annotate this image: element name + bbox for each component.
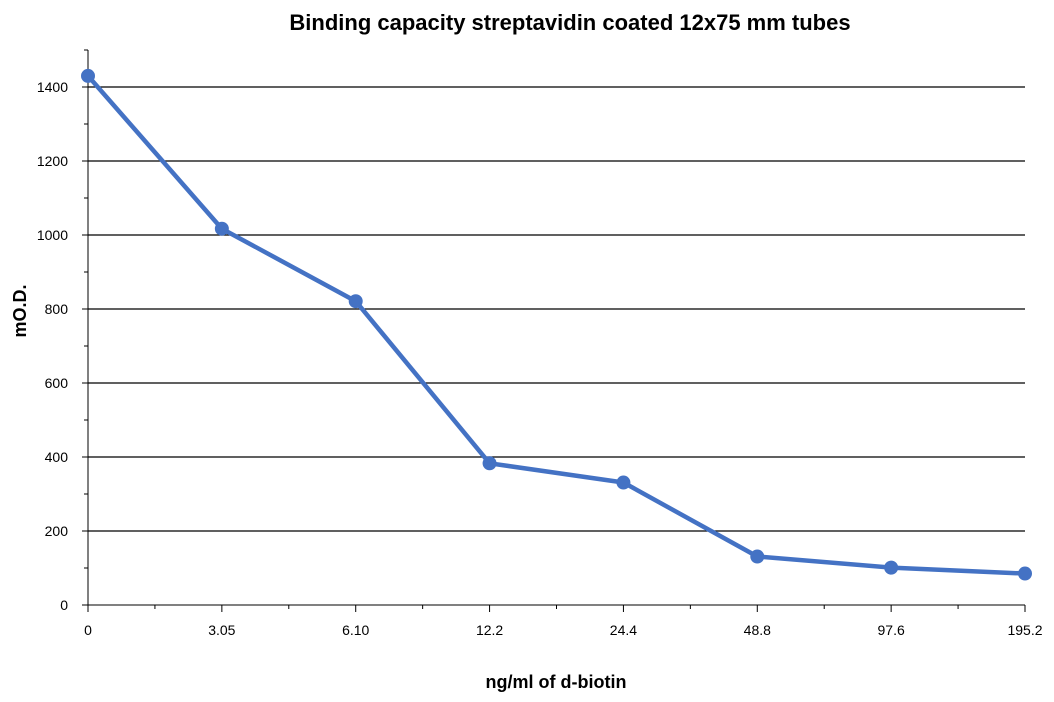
data-point xyxy=(1018,566,1032,581)
y-tick-label: 200 xyxy=(45,523,69,539)
series xyxy=(81,68,1032,581)
data-point xyxy=(348,294,363,309)
x-tick-label: 3.05 xyxy=(208,622,235,638)
x-tick-label: 0 xyxy=(84,622,92,638)
gridlines xyxy=(88,86,1025,532)
data-point xyxy=(482,456,497,471)
y-tick-label: 1000 xyxy=(37,227,68,243)
series-line xyxy=(85,73,1028,576)
y-axis-title: mO.D. xyxy=(10,284,30,337)
y-tick-labels: 0 200 400 600 800 1000 1200 1400 xyxy=(37,79,68,613)
axes xyxy=(82,49,1026,612)
x-tick-labels: 0 3.05 6.10 12.2 24.4 48.8 97.6 195.2 xyxy=(84,622,1043,638)
data-point xyxy=(884,560,899,575)
data-point xyxy=(616,475,631,490)
x-axis-title: ng/ml of d-biotin xyxy=(486,672,627,692)
x-tick-label: 12.2 xyxy=(476,622,503,638)
y-tick-label: 400 xyxy=(45,449,69,465)
data-point xyxy=(214,221,229,236)
y-tick-label: 0 xyxy=(60,597,68,613)
x-tick-label: 195.2 xyxy=(1007,622,1042,638)
y-tick-label: 1200 xyxy=(37,153,68,169)
y-tick-label: 800 xyxy=(45,301,69,317)
x-tick-label: 24.4 xyxy=(610,622,637,638)
x-tick-label: 6.10 xyxy=(342,622,369,638)
x-tick-label: 97.6 xyxy=(878,622,905,638)
data-point xyxy=(81,68,95,83)
chart-title: Binding capacity streptavidin coated 12x… xyxy=(289,10,850,35)
data-point xyxy=(750,549,765,564)
y-tick-label: 600 xyxy=(45,375,69,391)
x-tick-label: 48.8 xyxy=(744,622,771,638)
y-tick-label: 1400 xyxy=(37,79,68,95)
